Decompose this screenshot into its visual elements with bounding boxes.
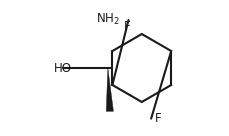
Polygon shape — [106, 68, 113, 111]
Text: HO: HO — [54, 61, 72, 75]
Text: F: F — [155, 112, 161, 125]
Text: F: F — [124, 20, 131, 33]
Text: NH$_2$: NH$_2$ — [96, 12, 120, 27]
